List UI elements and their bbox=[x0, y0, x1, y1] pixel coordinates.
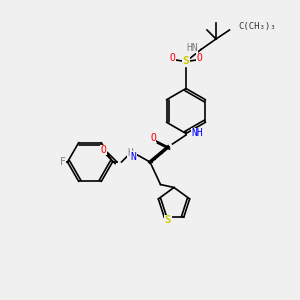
Text: HN: HN bbox=[186, 43, 198, 53]
Text: H: H bbox=[128, 148, 134, 158]
Text: O: O bbox=[196, 53, 202, 64]
Text: F: F bbox=[60, 157, 66, 167]
Text: S: S bbox=[183, 56, 189, 67]
Text: N: N bbox=[130, 152, 136, 162]
Text: S: S bbox=[165, 215, 171, 225]
Text: O: O bbox=[150, 133, 156, 143]
Text: O: O bbox=[100, 145, 106, 155]
Text: NH: NH bbox=[191, 128, 203, 139]
Text: C(CH₃)₃: C(CH₃)₃ bbox=[238, 22, 276, 32]
Text: O: O bbox=[169, 53, 175, 64]
